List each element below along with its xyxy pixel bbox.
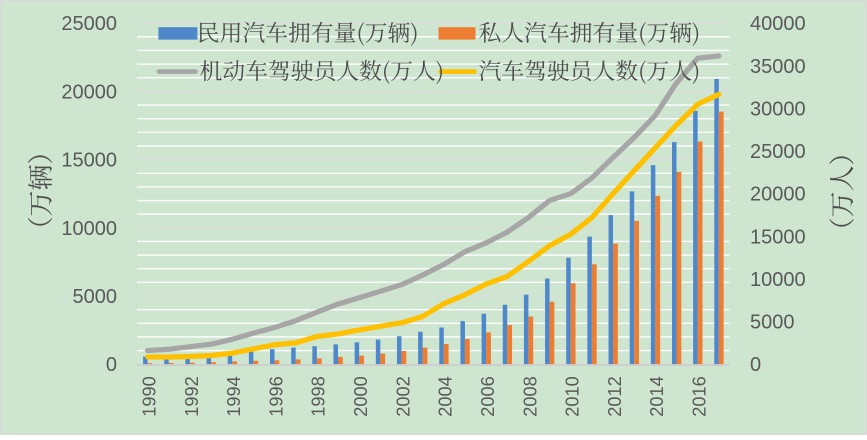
svg-text:15000: 15000 xyxy=(61,150,117,172)
svg-text:20000: 20000 xyxy=(61,81,117,103)
svg-text:2002: 2002 xyxy=(393,376,413,416)
svg-text:2006: 2006 xyxy=(478,376,498,416)
svg-text:1996: 1996 xyxy=(266,376,286,416)
svg-text:1994: 1994 xyxy=(224,376,244,416)
svg-text:35000: 35000 xyxy=(750,56,806,78)
svg-text:2012: 2012 xyxy=(605,376,625,416)
svg-text:1990: 1990 xyxy=(139,376,159,416)
svg-text:30000: 30000 xyxy=(750,98,806,120)
svg-text:15000: 15000 xyxy=(750,226,806,248)
svg-text:20000: 20000 xyxy=(750,184,806,206)
svg-text:2000: 2000 xyxy=(351,376,371,416)
svg-text:2016: 2016 xyxy=(690,376,710,416)
svg-text:5000: 5000 xyxy=(73,286,118,308)
svg-text:10000: 10000 xyxy=(61,218,117,240)
svg-text:10000: 10000 xyxy=(750,269,806,291)
svg-text:2008: 2008 xyxy=(520,376,540,416)
svg-text:1998: 1998 xyxy=(309,376,329,416)
svg-text:2004: 2004 xyxy=(436,376,456,416)
svg-text:0: 0 xyxy=(750,354,761,376)
svg-text:40000: 40000 xyxy=(750,13,806,35)
svg-text:25000: 25000 xyxy=(750,141,806,163)
svg-text:25000: 25000 xyxy=(61,13,117,35)
svg-text:0: 0 xyxy=(106,354,117,376)
svg-text:2014: 2014 xyxy=(647,376,667,416)
svg-text:2010: 2010 xyxy=(563,376,583,416)
svg-text:1992: 1992 xyxy=(182,376,202,416)
svg-text:5000: 5000 xyxy=(750,312,795,334)
